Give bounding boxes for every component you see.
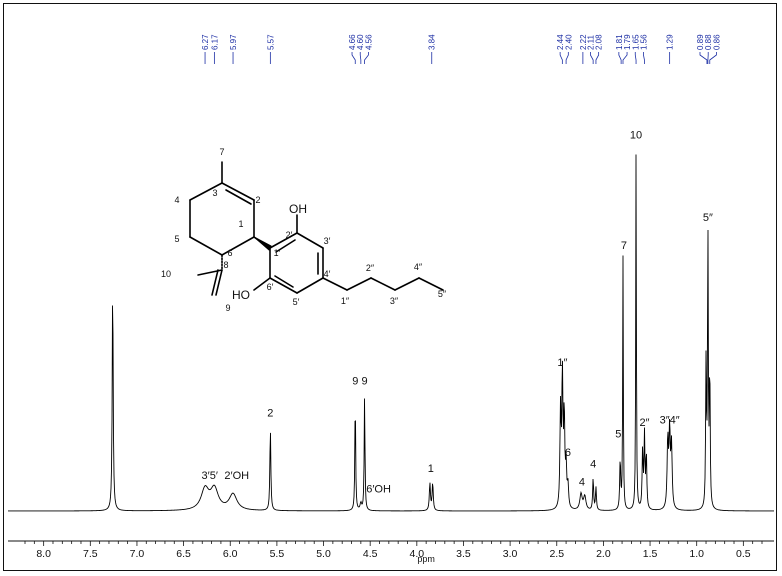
atom-number-label: 4″ xyxy=(414,262,423,272)
x-tick-label: 5.0 xyxy=(316,548,331,560)
peak-list-label: 0.86 xyxy=(712,34,721,50)
peak-list-connector xyxy=(634,52,637,64)
atom-number-label: 4′ xyxy=(324,269,331,279)
peak-assignment-label: 3″4″ xyxy=(660,415,680,427)
peak-list-label: 6.27 xyxy=(201,34,210,50)
peak-list-connector xyxy=(565,52,569,64)
peak-list-connector xyxy=(622,52,628,64)
peak-assignment-label: 6′OH xyxy=(366,484,391,496)
x-tick-label: 3.0 xyxy=(503,548,518,560)
atom-number-labels: 7 3 2 4 1 5 6 10 8 9 2′ 3′ 1′ 4′ 6′ 5′ 1″ 2″ 3″ 4″ 5″ xyxy=(161,147,447,313)
peak-assignment-label: 7 xyxy=(621,240,627,252)
peak-list-connector xyxy=(364,52,369,64)
peak-list-label: 4.66 xyxy=(348,34,357,50)
peak-list-connector xyxy=(590,52,594,64)
atom-number-label: 7 xyxy=(219,147,224,157)
spectrum-trace xyxy=(8,154,774,512)
peak-assignment-label: 9 xyxy=(362,376,368,388)
hydroxyl-bottom-label: HO xyxy=(232,288,250,302)
peak-assignment-label: 6 xyxy=(565,447,571,459)
atom-number-label: 3 xyxy=(212,188,217,198)
peak-list-label: 5.97 xyxy=(229,34,238,50)
atom-number-label: 8 xyxy=(223,260,228,270)
atom-number-label: 5 xyxy=(174,234,179,244)
x-tick-label: 4.5 xyxy=(363,548,378,560)
peak-assignment-label: 9 xyxy=(352,376,358,388)
peak-list-label: 2.11 xyxy=(586,34,595,50)
peak-list-label: 3.84 xyxy=(428,34,437,50)
x-axis-label: ppm xyxy=(417,554,435,564)
peak-assignment-label: 4 xyxy=(590,458,596,470)
x-axis: 8.0 7.5 7.0 6.5 6.0 5.5 5.0 4.5 4.0 3.5 3.0 2.5 2.0 1… xyxy=(8,540,774,564)
x-tick-label: 7.0 xyxy=(130,548,145,560)
chart-frame xyxy=(3,3,777,571)
atom-number-label: 5′ xyxy=(293,297,300,307)
x-tick-label: 8.0 xyxy=(36,548,51,560)
peak-list-label: 2.40 xyxy=(564,34,573,50)
atom-number-label: 1 xyxy=(238,219,243,229)
atom-number-label: 9 xyxy=(225,303,230,313)
atom-number-label: 4 xyxy=(174,195,179,205)
peak-list-connector xyxy=(709,52,717,64)
peak-assignment-label: 4 xyxy=(579,477,585,489)
atom-number-label: 2 xyxy=(255,195,260,205)
peak-assignment-label: 2 xyxy=(267,408,273,420)
x-tick-label: 4.0 xyxy=(410,548,425,560)
peak-list-label: 5.57 xyxy=(266,34,275,50)
atom-number-label: 1″ xyxy=(341,296,350,306)
x-tick-label: 3.5 xyxy=(456,548,471,560)
peak-assignment-label: 1″ xyxy=(557,357,567,369)
peak-list-label: 4.56 xyxy=(364,34,373,50)
peak-list-connector xyxy=(643,52,645,64)
x-tick-label: 0.5 xyxy=(736,548,751,560)
peak-list-label: 6.17 xyxy=(210,34,219,50)
peak-list-label: 1.65 xyxy=(631,34,640,50)
atom-number-label: 1′ xyxy=(274,248,281,258)
peak-list-label: 1.56 xyxy=(639,34,648,50)
x-tick-label: 1.0 xyxy=(689,548,704,560)
x-tick-label: 2.0 xyxy=(596,548,611,560)
atom-number-label: 2″ xyxy=(366,263,375,273)
x-tick-label: 6.0 xyxy=(223,548,238,560)
atom-number-label: 5″ xyxy=(438,289,447,299)
peak-assignment-label: 2′OH xyxy=(224,470,249,482)
peak-list-label: 1.29 xyxy=(666,34,675,50)
peak-list-connector xyxy=(699,52,708,64)
peak-list-label: 1.81 xyxy=(615,34,624,50)
peak-list-connector xyxy=(351,52,356,64)
atom-number-label: 3″ xyxy=(390,296,399,306)
x-tick-label: 5.5 xyxy=(270,548,285,560)
atom-number-label: 3′ xyxy=(324,236,331,246)
peak-list-label: 2.44 xyxy=(556,34,565,50)
chemical-structure xyxy=(189,161,444,296)
peak-list-connector xyxy=(595,52,600,64)
x-tick-label: 1.5 xyxy=(643,548,658,560)
peak-list-label: 4.60 xyxy=(356,34,365,50)
peak-assignment-label: 10 xyxy=(630,129,642,141)
peak-list-label: 0.89 xyxy=(696,34,705,50)
atom-number-label: 6 xyxy=(227,248,232,258)
x-tick-label: 6.5 xyxy=(176,548,191,560)
peak-list-connector xyxy=(618,52,622,64)
peak-assignment-label: 2″ xyxy=(639,417,649,429)
peak-list: 6.27 6.17 5.97 5.57 4.66 4.60 4.56 3.84 2.44 2.40… xyxy=(201,34,721,64)
peak-list-connector xyxy=(559,52,563,64)
atom-number-label: 6′ xyxy=(267,282,274,292)
atom-number-label: 10 xyxy=(161,269,171,279)
peak-list-label: 2.08 xyxy=(595,34,604,50)
peak-assignment-label: 1 xyxy=(428,463,434,475)
peak-assignment-label: 3′5′ xyxy=(202,470,218,482)
peak-assignment-label: 5 xyxy=(615,428,621,440)
peak-list-label: 2.22 xyxy=(579,34,588,50)
x-tick-label: 2.5 xyxy=(549,548,564,560)
peak-list-connector xyxy=(359,52,362,64)
atom-number-label: 2′ xyxy=(286,230,293,240)
peak-list-label: 0.88 xyxy=(704,34,713,50)
x-tick-label: 7.5 xyxy=(83,548,98,560)
hydroxyl-top-label: OH xyxy=(289,202,307,216)
peak-list-label: 1.79 xyxy=(623,34,632,50)
peak-assignment-label: 5″ xyxy=(703,212,713,224)
